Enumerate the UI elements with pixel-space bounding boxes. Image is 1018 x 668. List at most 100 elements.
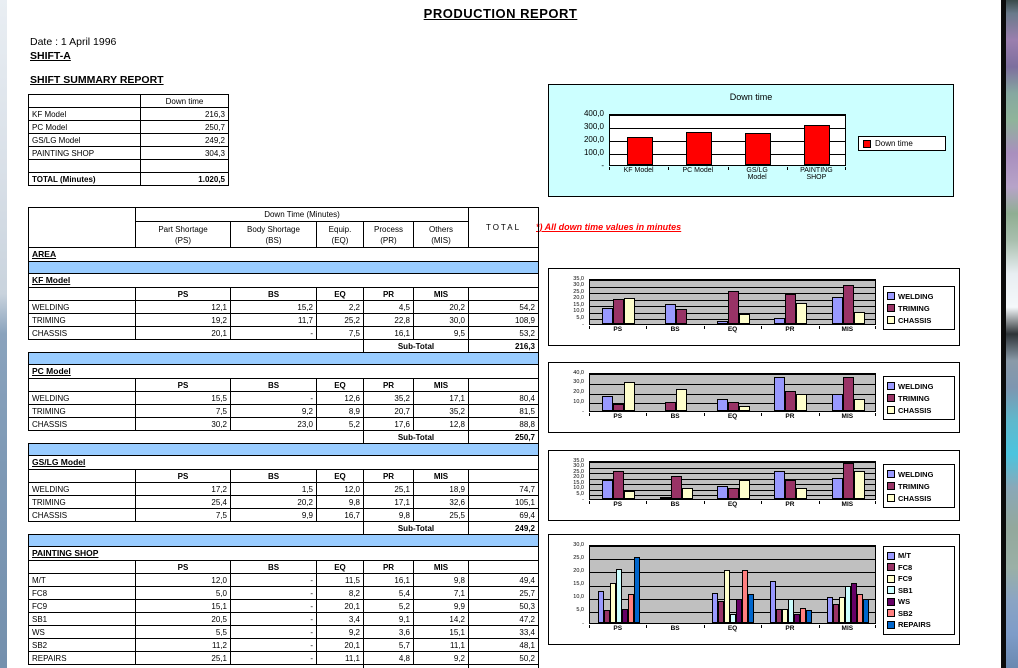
bar-ws bbox=[851, 583, 858, 623]
x-axis-tick-label: KF Model bbox=[623, 167, 654, 174]
legend-swatch bbox=[887, 586, 895, 595]
section-col-header: PS bbox=[135, 287, 231, 301]
shift-label: SHIFT-A bbox=[30, 50, 71, 62]
bar-ws bbox=[793, 614, 800, 623]
bar-mt bbox=[597, 591, 604, 623]
downtime-note: *) All down time values in minutes bbox=[536, 222, 682, 232]
cell bbox=[28, 287, 136, 301]
x-axis-tick-mark bbox=[875, 501, 876, 504]
subtotal-label: Sub-Total bbox=[363, 521, 469, 535]
x-axis-tick-mark bbox=[589, 413, 590, 416]
value-cell: 12,0 bbox=[316, 482, 364, 496]
value-cell: - bbox=[230, 638, 317, 652]
gridline bbox=[590, 598, 875, 600]
x-axis-tick-mark bbox=[818, 326, 820, 329]
summary-total-label: TOTAL (Minutes) bbox=[28, 172, 141, 186]
row-total-cell: 50,3 bbox=[468, 599, 539, 613]
bar-fc8 bbox=[603, 610, 610, 623]
row-total-cell: 74,7 bbox=[468, 482, 539, 496]
subtotal-row: Sub-Total304,3 bbox=[29, 664, 539, 668]
main-corner-cell bbox=[28, 207, 136, 248]
value-cell: 9,1 bbox=[363, 612, 414, 626]
row-label: CHASSIS bbox=[28, 326, 136, 340]
legend-swatch bbox=[887, 597, 895, 606]
legend-item: TRIMING bbox=[887, 302, 951, 314]
value-cell: 11,2 bbox=[135, 638, 231, 652]
row-total-cell: 50,2 bbox=[468, 651, 539, 665]
x-axis-tick-mark bbox=[703, 326, 705, 329]
blue-band bbox=[28, 352, 539, 365]
bar-mt bbox=[712, 593, 719, 623]
bar-triming bbox=[785, 294, 797, 324]
y-axis-tick-label: 20,0 bbox=[573, 295, 584, 302]
x-axis-labels: PS BS EQ PR MIS bbox=[589, 413, 876, 425]
row-label: M/T bbox=[28, 573, 136, 587]
x-axis-tick-label: EQ bbox=[727, 413, 738, 420]
value-cell: - bbox=[230, 391, 317, 405]
gslg-model-chart: -5,0 10,0 15,0 20,0 25,0 30,0 35,0 PS BS EQ PR MIS W… bbox=[548, 450, 960, 521]
y-axis-tick-label: 30,0 bbox=[573, 463, 584, 470]
cell bbox=[468, 469, 539, 483]
bar-chassis bbox=[853, 399, 865, 411]
row-label: WS bbox=[28, 625, 136, 639]
section-col-header: BS bbox=[230, 469, 317, 483]
gridline bbox=[590, 473, 875, 475]
summary-blank-header bbox=[28, 94, 141, 108]
bar-fc9 bbox=[609, 583, 616, 623]
bar-triming bbox=[785, 391, 797, 411]
y-axis-tick-label: 15,0 bbox=[573, 301, 584, 308]
bar-downtime bbox=[745, 133, 772, 165]
x-axis-tick-mark bbox=[875, 326, 876, 329]
table-row: GS/LG Model 249,2 bbox=[28, 133, 229, 147]
legend-swatch bbox=[887, 563, 895, 572]
section-col-header: BS bbox=[230, 378, 317, 392]
blue-band-row bbox=[28, 261, 539, 274]
legend-item: FC9 bbox=[887, 573, 951, 585]
row-label: CHASSIS bbox=[28, 508, 136, 522]
gridline bbox=[590, 467, 875, 469]
row-total-cell: 54,2 bbox=[468, 300, 539, 314]
y-axis-tick-label: 25,0 bbox=[573, 288, 584, 295]
legend-swatch bbox=[887, 406, 895, 414]
chart-plot-area bbox=[589, 461, 876, 500]
table-row: TRIMING 7,5 9,2 8,9 20,7 35,2 81,5 bbox=[28, 404, 539, 418]
value-cell: 17,2 bbox=[135, 482, 231, 496]
bar-triming bbox=[842, 463, 854, 499]
bar-chassis bbox=[853, 312, 865, 324]
value-cell: 35,2 bbox=[413, 404, 469, 418]
row-total-cell: 88,8 bbox=[468, 417, 539, 431]
value-cell: 17,1 bbox=[413, 391, 469, 405]
section-title: PC Model bbox=[28, 364, 539, 379]
bar-group bbox=[647, 374, 704, 411]
chart-legend: WELDING TRIMING CHASSIS bbox=[883, 464, 955, 508]
bar-group bbox=[820, 280, 877, 324]
y-axis-tick-label: 30,0 bbox=[573, 541, 584, 548]
gridline bbox=[590, 572, 875, 574]
value-cell: 20,1 bbox=[316, 599, 364, 613]
y-axis-tick-label: - bbox=[601, 161, 604, 170]
summary-row-label: GS/LG Model bbox=[28, 133, 141, 147]
value-cell: 15,5 bbox=[135, 391, 231, 405]
y-axis-tick-label: 10,0 bbox=[573, 308, 584, 315]
value-cell: - bbox=[230, 625, 317, 639]
legend-item: WELDING bbox=[887, 468, 951, 480]
value-cell: 7,5 bbox=[135, 508, 231, 522]
cell bbox=[29, 431, 364, 444]
value-cell: 12,0 bbox=[135, 573, 231, 587]
section-col-header: MIS bbox=[413, 469, 469, 483]
bar-group bbox=[705, 280, 762, 324]
x-axis-tick-mark bbox=[761, 413, 763, 416]
bar-downtime bbox=[804, 125, 831, 165]
x-axis-tick-mark bbox=[818, 625, 820, 628]
x-axis-tick-label: PC Model bbox=[682, 167, 714, 174]
section-col-header-row: PS BS EQ PR MIS bbox=[28, 378, 539, 392]
cell bbox=[28, 560, 136, 574]
x-axis-labels: PS BS EQ PR MIS bbox=[589, 625, 876, 637]
bar-triming bbox=[727, 488, 739, 499]
x-axis-tick-label: PR bbox=[785, 326, 795, 333]
table-row: CHASSIS 30,2 23,0 5,2 17,6 12,8 88,8 bbox=[28, 417, 539, 431]
bar-repairs bbox=[748, 594, 755, 623]
bar-group bbox=[788, 115, 847, 165]
value-cell: 20,5 bbox=[135, 612, 231, 626]
bar-welding bbox=[831, 394, 843, 411]
